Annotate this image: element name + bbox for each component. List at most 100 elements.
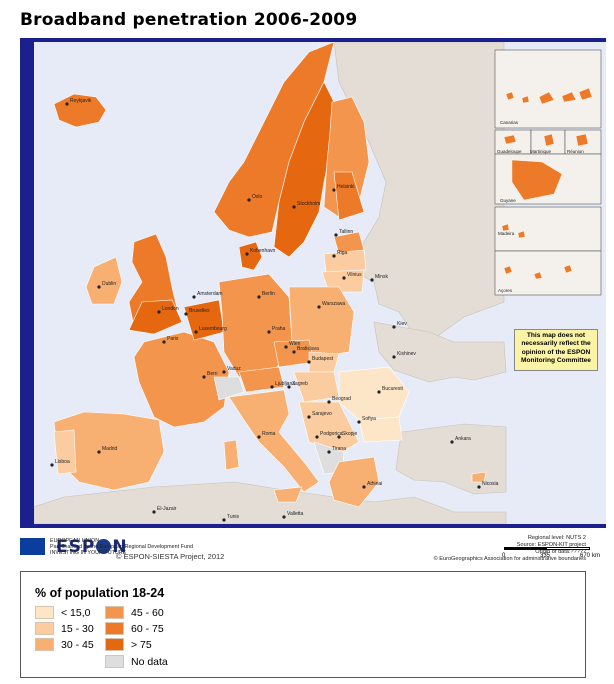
city-label: Helsinki bbox=[337, 184, 355, 190]
city-label: Podgorica bbox=[320, 431, 343, 437]
city-label: Reykjavik bbox=[70, 98, 92, 104]
logo-text-left: ESP bbox=[56, 537, 96, 557]
city-label: Ljubljana bbox=[275, 381, 295, 387]
legend-item: No data bbox=[105, 655, 168, 668]
legend-swatch bbox=[105, 622, 124, 635]
inset-label-acores: Açores bbox=[498, 288, 513, 293]
logo-text-right: N bbox=[112, 537, 128, 557]
region-denmark bbox=[238, 241, 263, 271]
city-label: Dublin bbox=[102, 281, 116, 287]
city-label: Zagreb bbox=[292, 381, 308, 387]
city-label: Paris bbox=[167, 336, 179, 342]
city-marker bbox=[50, 463, 54, 467]
scale-label-335: 335 bbox=[540, 553, 551, 559]
disclaimer-line: necessarily reflect the bbox=[521, 340, 591, 348]
city-label: Amsterdam bbox=[197, 291, 223, 297]
city-label: Luxembourg bbox=[199, 326, 227, 332]
region-balkans bbox=[298, 366, 410, 508]
legend-item: > 75 bbox=[105, 638, 152, 651]
city-marker bbox=[247, 198, 251, 202]
city-marker bbox=[184, 312, 188, 316]
inset-label-madeira: Madeira bbox=[498, 231, 515, 236]
eu-stars-icon bbox=[96, 539, 112, 554]
city-marker bbox=[332, 254, 336, 258]
source-line: Origin of data:????? bbox=[535, 549, 586, 555]
city-marker bbox=[307, 360, 311, 364]
city-marker bbox=[202, 375, 206, 379]
city-marker bbox=[257, 435, 261, 439]
city-label: Beograd bbox=[332, 396, 351, 402]
region-scandinavia bbox=[213, 42, 370, 258]
city-marker bbox=[292, 350, 296, 354]
city-marker bbox=[267, 330, 271, 334]
city-marker bbox=[222, 370, 226, 374]
region-cyprus bbox=[471, 471, 487, 483]
city-label: Oslo bbox=[252, 194, 263, 200]
legend-label: 30 - 45 bbox=[61, 638, 94, 651]
city-marker bbox=[315, 435, 319, 439]
legend-swatch bbox=[105, 638, 124, 651]
inset-label-guadeloupe: Guadeloupe bbox=[497, 149, 522, 154]
non-espon-land bbox=[34, 42, 507, 524]
inset-label-reunion: Réunion bbox=[567, 149, 584, 154]
inset-label-guyane: Guyane bbox=[500, 198, 516, 203]
legend-swatch bbox=[35, 622, 54, 635]
scale-label-0: 0 bbox=[502, 553, 506, 559]
city-label: Kobenhavn bbox=[250, 248, 276, 254]
inset-panels bbox=[494, 49, 602, 296]
inset-label-canarias: Canarias bbox=[500, 120, 519, 125]
city-label: Roma bbox=[262, 431, 276, 437]
legend-label: < 15,0 bbox=[61, 606, 91, 619]
legend-title: % of population 18-24 bbox=[35, 586, 165, 600]
map-title: Broadband penetration 2006-2009 bbox=[20, 10, 358, 30]
disclaimer-box: This map does not necessarily reflect th… bbox=[514, 329, 598, 371]
disclaimer-line: Monitoring Committee bbox=[521, 357, 591, 365]
city-marker bbox=[257, 295, 261, 299]
legend-label: No data bbox=[131, 655, 168, 668]
city-marker bbox=[377, 390, 381, 394]
city-marker bbox=[270, 385, 274, 389]
legend-item: 30 - 45 bbox=[35, 638, 94, 651]
source-line: © EuroGeographics Association for admini… bbox=[433, 556, 586, 562]
legend-swatch bbox=[105, 655, 124, 668]
legend-item: 60 - 75 bbox=[105, 622, 164, 635]
eu-flag-icon bbox=[20, 538, 45, 555]
city-marker bbox=[65, 102, 69, 106]
city-marker bbox=[362, 485, 366, 489]
source-line: Regional level: NUTS 2 bbox=[527, 535, 586, 541]
city-label: Bruxelles bbox=[189, 308, 210, 314]
city-marker bbox=[97, 450, 101, 454]
region-sardinia bbox=[223, 439, 240, 471]
city-marker bbox=[157, 310, 161, 314]
city-marker bbox=[342, 276, 346, 280]
scale-label-670: 670 bbox=[580, 553, 591, 559]
city-marker bbox=[392, 355, 396, 359]
city-marker bbox=[337, 435, 341, 439]
inset-label-martinique: Martinique bbox=[530, 149, 552, 154]
city-label: Riga bbox=[337, 250, 348, 256]
region-iberia bbox=[53, 411, 165, 491]
scale-bar-graphic bbox=[504, 547, 590, 550]
region-british-isles bbox=[85, 233, 183, 335]
city-marker bbox=[450, 440, 454, 444]
legend-label: 15 - 30 bbox=[61, 622, 94, 635]
city-label: Madrid bbox=[102, 446, 118, 452]
city-label: Lisboa bbox=[55, 459, 70, 465]
city-marker bbox=[245, 252, 249, 256]
city-marker bbox=[282, 515, 286, 519]
city-label: Skopje bbox=[342, 431, 358, 437]
city-marker bbox=[222, 518, 226, 522]
city-marker bbox=[194, 330, 198, 334]
legend-item: 45 - 60 bbox=[105, 606, 164, 619]
city-label: London bbox=[162, 306, 179, 312]
source-line: Source: ESPON-KIT project bbox=[516, 542, 586, 548]
city-label: Bratislava bbox=[297, 346, 319, 352]
city-marker bbox=[97, 285, 101, 289]
disclaimer-line: opinion of the ESPON bbox=[521, 348, 591, 356]
legend-item: < 15,0 bbox=[35, 606, 91, 619]
city-label: Tunis bbox=[227, 514, 240, 520]
city-label: Sofiya bbox=[362, 416, 376, 422]
city-label: Nicosia bbox=[482, 481, 499, 487]
city-label: Stockholm bbox=[297, 201, 320, 207]
scale-unit: km bbox=[592, 553, 600, 559]
